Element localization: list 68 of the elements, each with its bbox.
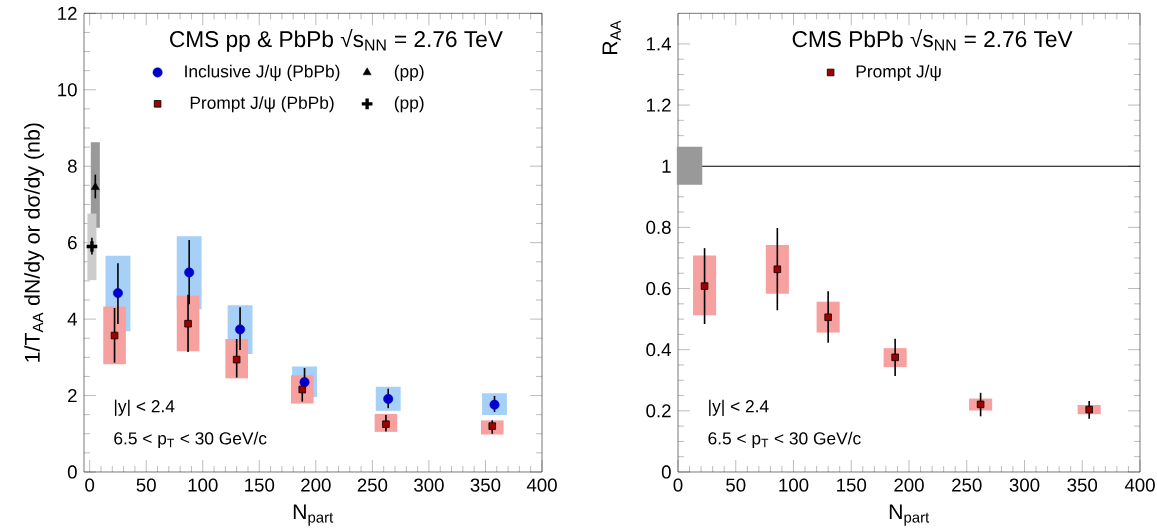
y-tick-label: 0 — [67, 465, 77, 479]
legend-label: (pp) — [394, 96, 424, 113]
point — [184, 319, 192, 328]
point — [891, 353, 899, 362]
y-axis-title: R$_{AA}$ — [602, 20, 621, 55]
x-tick-label: 400 — [526, 478, 557, 492]
point — [773, 265, 782, 273]
point — [113, 288, 123, 299]
point — [700, 282, 709, 290]
annotation: |y| < 2.4 — [114, 399, 175, 416]
bar — [693, 255, 717, 316]
x-tick-label: 200 — [301, 478, 331, 492]
y-tick-label: 8 — [67, 159, 77, 173]
y-tick-label: 0.8 — [646, 220, 671, 234]
x-axis-title: N$_{part}$ — [889, 504, 930, 526]
annotation: 6.5 < p$_{T}$ < 30 GeV/c — [708, 431, 861, 448]
x-tick-label: 50 — [136, 478, 156, 492]
y-tick-label: 1 — [662, 159, 671, 173]
point — [110, 331, 119, 340]
x-tick-label: 200 — [894, 478, 924, 492]
y-tick-label: 0.6 — [646, 281, 671, 296]
y-tick-label: 1.4 — [646, 37, 671, 51]
point — [976, 400, 985, 409]
x-tick-label: 150 — [245, 478, 275, 492]
point — [298, 385, 306, 394]
legend-label: Prompt J/ψ (PbPb) — [190, 96, 334, 113]
legend-label: (pp) — [394, 64, 424, 81]
x-tick-label: 100 — [188, 478, 218, 492]
x-tick-label: 0 — [673, 478, 683, 492]
y-tick-label: 10 — [58, 83, 77, 97]
y-tick-label: 12 — [58, 6, 77, 20]
y-tick-label: 1.2 — [646, 98, 671, 112]
annotation: |y| < 2.4 — [709, 399, 769, 416]
x-tick-label: 150 — [837, 478, 867, 492]
legend-label: Prompt J/ψ — [856, 64, 941, 81]
point — [235, 324, 245, 335]
point — [383, 394, 394, 404]
bar — [765, 245, 789, 294]
point — [184, 267, 195, 278]
x-tick-label: 250 — [357, 478, 388, 492]
x-tick-label: 350 — [470, 478, 501, 492]
annotation: 6.5 < p$_{T}$ < 30 GeV/c — [114, 431, 267, 448]
text: CMS PbPb √s$_{NN}$ = 2.76 TeV — [792, 29, 1073, 51]
x-tick-label: 0 — [85, 478, 95, 492]
legend-label: Inclusive J/ψ (PbPb) — [185, 64, 340, 81]
point — [1085, 405, 1093, 414]
x-tick-label: 100 — [779, 478, 809, 492]
x-tick-label: 300 — [1009, 478, 1040, 492]
point — [489, 399, 500, 410]
point — [824, 313, 832, 321]
y-tick-label: 0.2 — [646, 404, 671, 418]
y-tick-label: 0.4 — [646, 343, 671, 357]
y-tick-label: 6 — [68, 236, 77, 250]
x-tick-label: 400 — [1124, 478, 1155, 492]
x-tick-label: 50 — [726, 478, 746, 492]
bar — [676, 146, 703, 185]
x-axis-title: N$_{part}$ — [293, 504, 334, 526]
text: CMS pp & PbPb √s$_{NN}$ = 2.76 TeV — [170, 29, 503, 52]
point — [91, 182, 100, 190]
y-tick-label: 0 — [661, 465, 671, 479]
x-tick-label: 250 — [952, 478, 982, 492]
x-tick-label: 300 — [414, 478, 444, 492]
y-tick-label: 4 — [67, 312, 77, 326]
point — [232, 355, 241, 364]
y-tick-label: 2 — [68, 389, 77, 403]
point — [382, 420, 390, 428]
y-axis-title: 1/T$_{AA}$ dN/dy or dσ/dy (nb) — [24, 123, 45, 362]
x-tick-label: 350 — [1067, 478, 1098, 492]
